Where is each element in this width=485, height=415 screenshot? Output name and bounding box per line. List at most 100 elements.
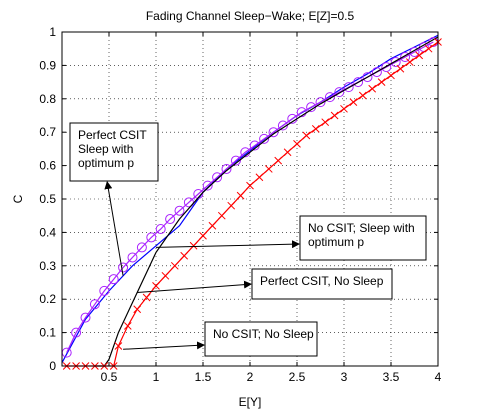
series-1-point	[409, 47, 420, 58]
series-3-point	[152, 281, 160, 290]
series-3-point	[180, 251, 189, 260]
annotation-text: Perfect CSIT, No Sleep	[260, 274, 384, 288]
series-3-point	[208, 221, 217, 230]
annotation-text: No CSIT; No Sleep	[213, 327, 314, 341]
annotation-box	[204, 321, 318, 357]
series-3-point	[321, 118, 330, 127]
series-1-point	[334, 87, 345, 98]
series-layer	[61, 34, 442, 370]
series-1-point	[165, 214, 176, 225]
annotation-text: optimum p	[78, 156, 134, 170]
series-3-point	[227, 201, 236, 210]
annotation-arrow	[104, 180, 124, 276]
y-tick-label: 0.1	[39, 326, 56, 340]
x-tick-label: 1.5	[195, 370, 212, 384]
series-3-point	[217, 211, 226, 220]
series-1-point	[202, 180, 213, 191]
series-1-point	[230, 155, 241, 166]
series-1-point	[99, 285, 110, 296]
x-tick-label: 2	[247, 370, 254, 384]
series-1-point	[390, 57, 401, 68]
series-3-point	[387, 71, 395, 80]
y-tick-label: 0.5	[39, 192, 56, 206]
series-1-point	[343, 82, 354, 93]
annotation-arrow	[155, 240, 300, 249]
series-3-point	[199, 231, 207, 240]
series-3-point	[302, 131, 311, 140]
annotation-arrow	[123, 341, 205, 350]
series-3-point	[377, 78, 386, 86]
series-1-point	[212, 172, 223, 183]
series-1-point	[80, 312, 91, 323]
y-tick-label: 0.3	[39, 259, 56, 273]
series-3-point	[236, 191, 245, 200]
series-1-point	[174, 205, 185, 216]
series-1-point	[71, 327, 82, 338]
series-3-point	[358, 91, 367, 100]
annotation-box	[251, 268, 393, 300]
series-3-point	[189, 241, 198, 250]
x-tick-label: 0.5	[101, 370, 118, 384]
x-tick-label: 1	[153, 370, 160, 384]
series-1-point	[108, 274, 119, 285]
x-tick-label: 3.5	[383, 370, 400, 384]
x-axis-label: E[Y]	[239, 395, 262, 409]
series-3-point	[349, 98, 358, 106]
chart-title: Fading Channel Sleep−Wake; E[Z]=0.5	[146, 9, 355, 23]
series-3-point	[396, 64, 405, 73]
series-1-point	[315, 97, 326, 108]
series-3-point	[142, 293, 151, 302]
series-3-point	[330, 111, 339, 120]
series-1-point	[146, 232, 157, 243]
series-1-point	[296, 107, 307, 118]
series-1-point	[89, 299, 100, 310]
axis-ticks: 0.5 1 1.5 2 2.5 3 3.5 4 0 0.1 0.2 0.3 0.4 0.5 0.6 0.7 0.…	[39, 25, 441, 384]
y-axis-label: C	[11, 194, 25, 203]
series-3-point	[264, 165, 273, 173]
series-3-point	[170, 261, 179, 270]
annotation-arrow	[137, 280, 253, 294]
series-3-point	[123, 322, 132, 330]
series-3-point	[274, 156, 283, 165]
series-3-point	[293, 140, 301, 148]
series-3-point	[255, 173, 264, 182]
series-3-point	[133, 305, 142, 314]
x-tick-label: 4	[435, 370, 442, 384]
series-1-point	[221, 163, 232, 174]
series-1-point	[362, 72, 373, 83]
y-tick-label: 0	[49, 359, 56, 373]
annotation-text: Perfect CSIT	[78, 128, 147, 142]
series-3-point	[424, 44, 433, 53]
series-3-point	[161, 271, 170, 280]
series-1-point	[268, 127, 279, 138]
y-tick-label: 0.6	[39, 159, 56, 173]
x-tick-label: 2.5	[289, 370, 306, 384]
series-1-point	[118, 262, 129, 273]
annotation-box	[69, 122, 159, 182]
series-1-point	[155, 224, 166, 235]
y-tick-label: 0.8	[39, 92, 56, 106]
y-tick-label: 0.4	[39, 225, 56, 239]
series-3-point	[246, 181, 254, 190]
y-tick-label: 1	[49, 25, 56, 39]
annotation-box	[299, 215, 427, 261]
series-3-point	[415, 51, 424, 60]
series-1-point	[400, 52, 411, 63]
series-1-point	[136, 242, 147, 253]
series-1-point	[381, 62, 392, 73]
y-tick-label: 0.2	[39, 292, 56, 306]
y-tick-label: 0.7	[39, 125, 56, 139]
series-3-point	[340, 104, 348, 113]
series-1-point	[259, 133, 270, 144]
series-1-point	[324, 92, 335, 103]
series-1-point	[371, 67, 382, 78]
x-tick-label: 3	[341, 370, 348, 384]
series-1-point	[353, 77, 364, 88]
series-3-point	[405, 58, 414, 66]
y-tick-label: 0.9	[39, 58, 56, 72]
series-1-point	[127, 252, 138, 263]
series-3-point	[368, 84, 377, 93]
series-2-line	[94, 36, 439, 367]
